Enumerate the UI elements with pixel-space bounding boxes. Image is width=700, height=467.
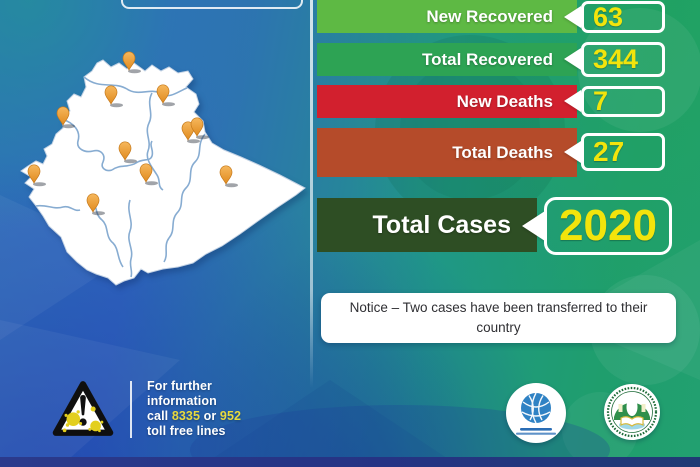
stat-label: New Recovered — [426, 6, 553, 26]
stat-bar: Total Recovered — [317, 43, 577, 76]
bottom-strip — [0, 457, 700, 467]
map-pin-icon — [156, 84, 176, 107]
info-line-4: toll free lines — [147, 424, 226, 438]
map-pin-icon — [139, 163, 159, 186]
map-pin-icon — [118, 141, 138, 164]
ephi-emblem-icon — [606, 386, 658, 438]
map-pin-icon — [219, 165, 239, 188]
info-line-1: For further — [147, 379, 212, 393]
moh-globe-icon — [516, 392, 556, 435]
callout-arrow-icon — [564, 6, 581, 28]
notice-text: Notice – Two cases have been transferred… — [349, 300, 648, 335]
hotline-info-text: For further information call 8335 or 952… — [147, 379, 241, 439]
stat-value: 7 — [593, 86, 609, 116]
hotline-number-952: 952 — [219, 409, 242, 423]
stat-bar: New Recovered — [317, 0, 577, 33]
stat-value-box: 2020 — [544, 197, 672, 255]
stat-label: Total Recovered — [421, 49, 553, 69]
map-pin-icon — [104, 85, 124, 108]
map-pin-icon — [122, 51, 142, 74]
or-word: or — [203, 409, 217, 423]
map-pin-icon — [56, 106, 76, 129]
callout-arrow-icon — [564, 48, 581, 70]
stat-value-box: 7 — [581, 86, 665, 117]
call-word: call — [147, 409, 169, 423]
stat-bar: New Deaths — [317, 85, 577, 118]
stat-value-box: 63 — [581, 1, 665, 33]
cutoff-header-box-outline — [121, 0, 303, 9]
stat-label: Total Deaths — [452, 142, 553, 162]
callout-arrow-icon — [522, 211, 545, 241]
stat-value-box: 344 — [581, 42, 665, 77]
panel-divider-line — [310, 0, 313, 388]
map-pins — [27, 51, 239, 216]
stat-value: 2020 — [559, 201, 657, 250]
callout-arrow-icon — [564, 90, 581, 112]
footer-divider — [130, 381, 132, 438]
map-pin-icon — [27, 164, 47, 187]
info-line-2: information — [147, 394, 217, 408]
notice-box: Notice – Two cases have been transferred… — [321, 293, 676, 343]
map-pin-icon — [86, 193, 106, 216]
info-line-3: call 8335 or 952 — [147, 409, 241, 424]
stat-value: 63 — [593, 1, 624, 32]
map-pin-icon — [190, 117, 210, 140]
stat-value-box: 27 — [581, 133, 665, 171]
stat-label: New Deaths — [456, 91, 553, 111]
callout-arrow-icon — [564, 141, 581, 163]
stat-value: 344 — [593, 44, 639, 74]
ethiopian-public-health-institute-logo — [604, 384, 660, 440]
stat-value: 27 — [593, 136, 625, 167]
stat-bar: Total Cases — [317, 198, 537, 252]
stat-label: Total Cases — [372, 210, 511, 239]
stat-bar: Total Deaths — [317, 128, 577, 177]
map-pin-icon — [181, 121, 201, 144]
ministry-of-health-ethiopia-logo — [506, 383, 566, 443]
hotline-number-8335: 8335 — [171, 409, 201, 423]
warning-virus-icon — [52, 381, 114, 436]
region-borders — [35, 76, 206, 278]
